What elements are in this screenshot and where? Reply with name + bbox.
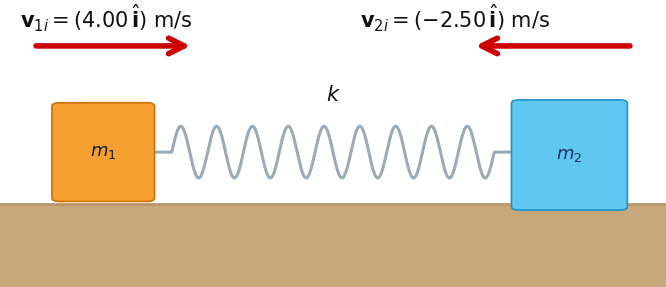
FancyBboxPatch shape (511, 100, 627, 210)
FancyBboxPatch shape (52, 103, 155, 201)
Text: $\mathbf{v}_{1i} = (4.00\,\hat{\mathbf{i}})\ \mathrm{m/s}$: $\mathbf{v}_{1i} = (4.00\,\hat{\mathbf{i… (20, 3, 192, 34)
Text: $k$: $k$ (326, 85, 340, 105)
Text: $m_1$: $m_1$ (90, 143, 117, 161)
Text: $\mathbf{v}_{2i} = (-2.50\,\hat{\mathbf{i}})\ \mathrm{m/s}$: $\mathbf{v}_{2i} = (-2.50\,\hat{\mathbf{… (360, 3, 550, 34)
Text: $m_2$: $m_2$ (556, 146, 583, 164)
Bar (0, 204, 666, 287)
